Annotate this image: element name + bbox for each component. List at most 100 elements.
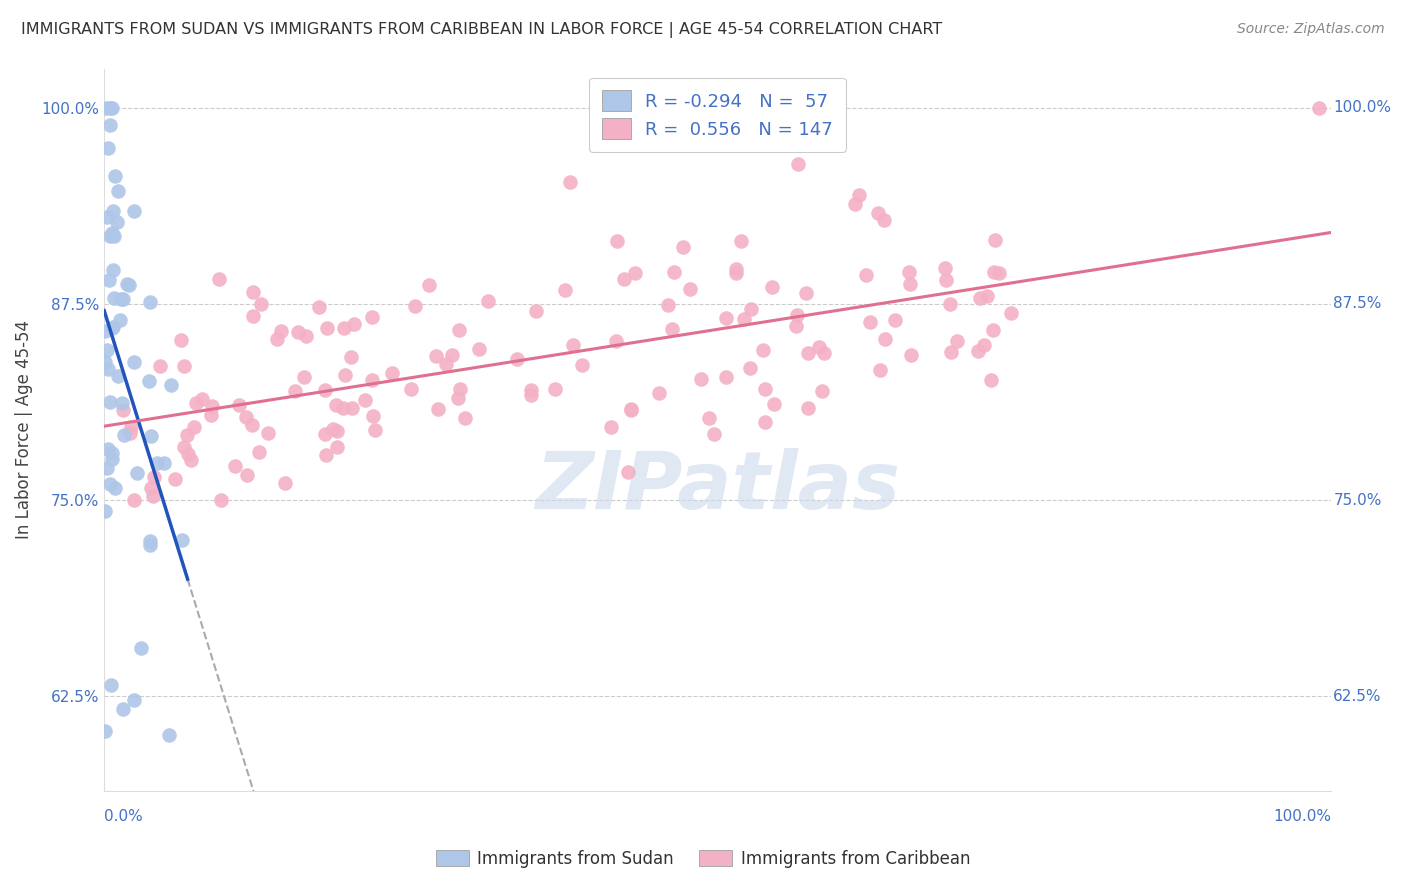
Text: ZIPatlas: ZIPatlas (536, 449, 900, 526)
Point (98, 477, 121, 491)
Point (314, 426, 336, 441)
Point (157, 728, 180, 742)
Point (287, 325, 309, 339)
Point (724, 266, 747, 280)
Text: 87.5%: 87.5% (1333, 296, 1382, 311)
Point (613, 272, 636, 286)
Point (96, 343, 118, 357)
Point (101, 226, 124, 240)
Point (848, 187, 870, 202)
Point (844, 197, 866, 211)
Point (98, 118, 121, 132)
Point (138, 537, 160, 551)
Point (270, 324, 292, 338)
Point (274, 476, 297, 491)
Point (690, 372, 713, 386)
Point (122, 693, 145, 707)
Point (381, 366, 404, 380)
Point (143, 470, 166, 484)
Point (97, 141, 120, 155)
Point (94, 324, 117, 338)
Point (697, 411, 720, 425)
Point (738, 360, 761, 375)
Point (434, 357, 457, 371)
Point (976, 289, 998, 303)
Point (322, 422, 344, 436)
Point (335, 368, 357, 382)
Point (105, 215, 128, 229)
Text: 75.0%: 75.0% (1333, 492, 1382, 508)
Point (100, 446, 122, 460)
Legend: R = -0.294   N =  57, R =  0.556   N = 147: R = -0.294 N = 57, R = 0.556 N = 147 (589, 78, 845, 152)
Point (235, 409, 257, 424)
Point (983, 265, 1005, 279)
Point (973, 338, 995, 352)
Point (560, 175, 582, 189)
Point (900, 348, 922, 362)
Point (797, 346, 820, 360)
Point (447, 392, 470, 406)
Text: 62.5%: 62.5% (1333, 689, 1382, 704)
Point (120, 420, 142, 434)
Point (1308, 101, 1330, 115)
Point (762, 397, 785, 411)
Point (449, 382, 471, 396)
Point (124, 203, 146, 218)
Point (208, 272, 231, 286)
Point (754, 415, 776, 429)
Point (661, 322, 683, 336)
Point (544, 382, 567, 396)
Point (94, 101, 117, 115)
Point (153, 456, 176, 470)
Point (599, 419, 621, 434)
Point (332, 401, 354, 415)
Point (561, 338, 583, 352)
Point (103, 291, 125, 305)
Point (111, 396, 134, 410)
Point (257, 426, 280, 441)
Point (657, 298, 679, 312)
Point (813, 346, 835, 360)
Point (620, 402, 643, 417)
Point (149, 359, 172, 373)
Point (361, 409, 384, 424)
Point (100, 678, 122, 692)
Point (679, 282, 702, 296)
Point (159, 377, 181, 392)
Point (520, 388, 543, 402)
Point (249, 444, 271, 458)
Point (101, 320, 124, 334)
Point (505, 352, 527, 367)
Point (360, 310, 382, 324)
Point (477, 294, 499, 309)
Point (191, 392, 214, 407)
Point (855, 268, 877, 282)
Text: IMMIGRANTS FROM SUDAN VS IMMIGRANTS FROM CARIBBEAN IN LABOR FORCE | AGE 45-54 CO: IMMIGRANTS FROM SUDAN VS IMMIGRANTS FROM… (21, 22, 942, 38)
Point (339, 351, 361, 365)
Point (616, 465, 638, 479)
Point (426, 402, 449, 417)
Point (869, 362, 891, 376)
Point (796, 285, 818, 300)
Point (785, 319, 807, 334)
Point (101, 204, 124, 219)
Point (145, 456, 167, 470)
Point (988, 266, 1011, 280)
Point (111, 402, 134, 417)
Text: 100.0%: 100.0% (1272, 809, 1331, 824)
Point (201, 400, 224, 414)
Point (399, 383, 422, 397)
Point (605, 334, 627, 349)
Point (363, 423, 385, 437)
Point (624, 266, 647, 280)
Point (796, 401, 818, 416)
Point (139, 294, 162, 309)
Point (983, 233, 1005, 247)
Point (554, 283, 576, 297)
Point (980, 373, 1002, 387)
Point (107, 368, 129, 383)
Point (98, 395, 121, 409)
Point (97, 442, 120, 456)
Point (97, 362, 120, 376)
Point (453, 410, 475, 425)
